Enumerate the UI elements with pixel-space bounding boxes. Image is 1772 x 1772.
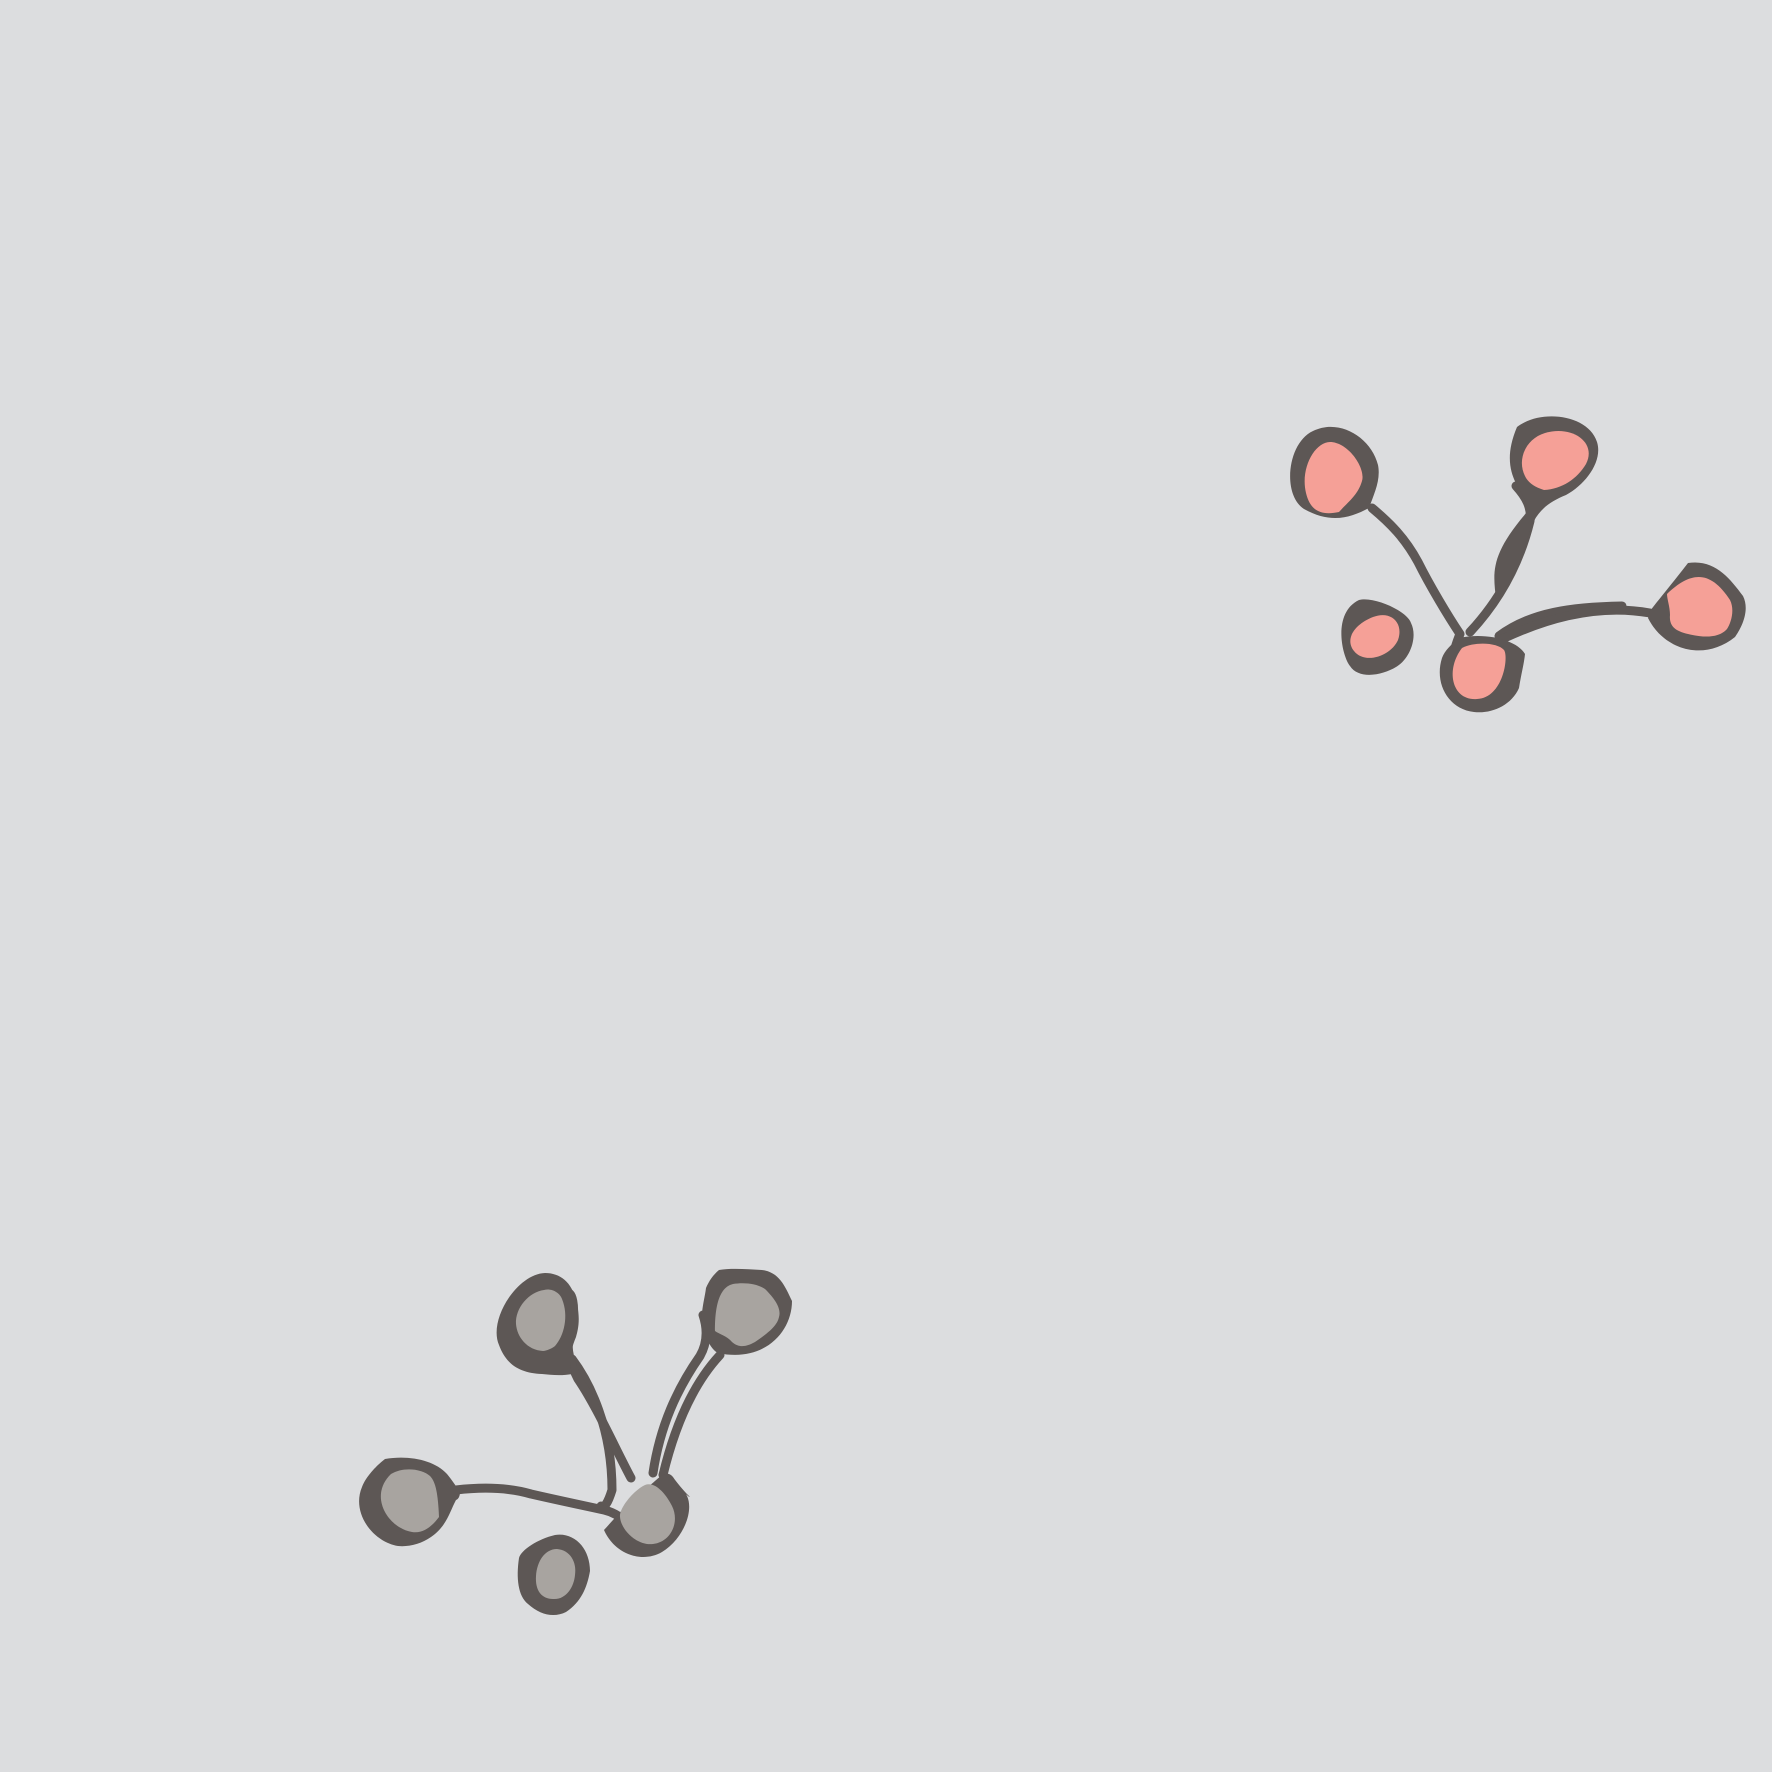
sprig-berries	[1290, 416, 1746, 713]
berry	[1341, 599, 1414, 675]
berry	[1648, 562, 1746, 651]
berry	[517, 1534, 590, 1616]
berry	[1494, 416, 1599, 599]
pink-berry-sprig	[1290, 416, 1746, 713]
berry	[359, 1457, 460, 1547]
grey-berry-sprig	[359, 1268, 792, 1616]
berry	[1439, 635, 1525, 713]
berry	[1290, 426, 1379, 519]
berry	[701, 1268, 792, 1355]
berry	[496, 1273, 579, 1376]
sprig-berries	[359, 1268, 792, 1616]
berry	[604, 1473, 690, 1557]
